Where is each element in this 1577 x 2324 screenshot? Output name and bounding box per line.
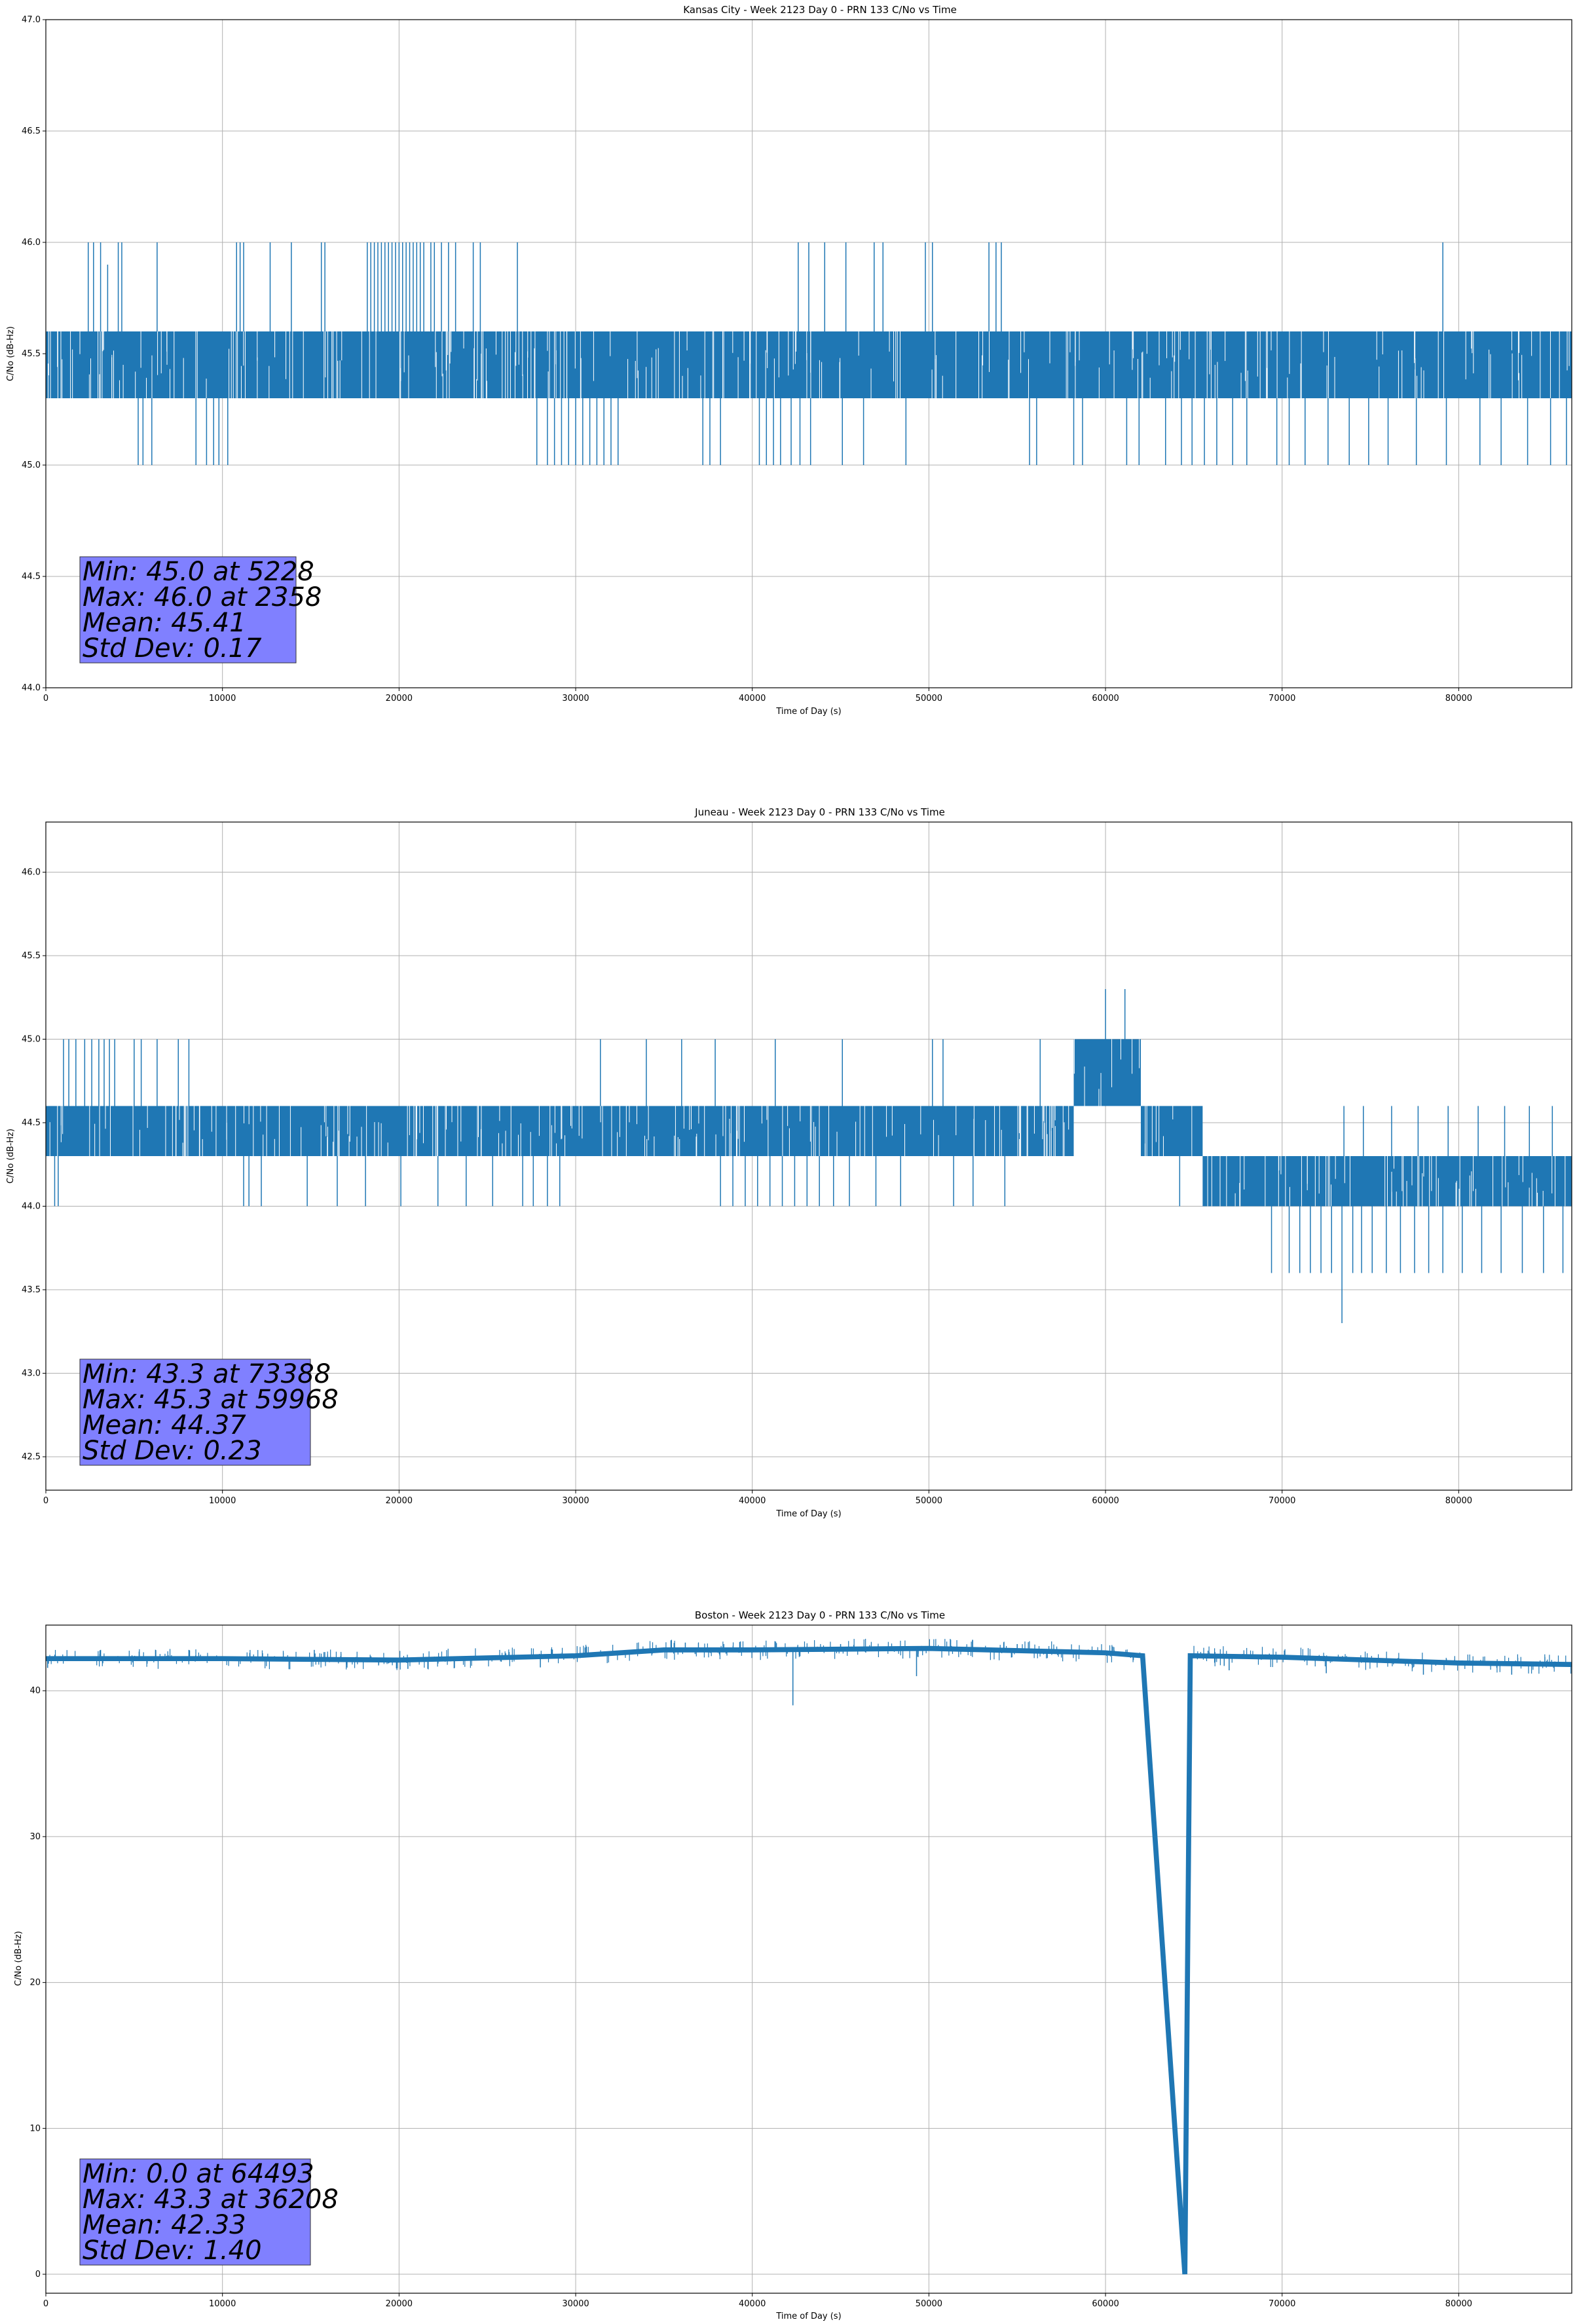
x-axis-ticks: 0 10000 20000 30000 40000 50000 60000 70000 8000… bbox=[43, 688, 1472, 703]
x-axis-label: Time of Day (s) bbox=[775, 2312, 841, 2321]
y-axis-label: C/No (dB-Hz) bbox=[14, 1931, 24, 1986]
stats-box: Min: 0.0 at 64493 Max: 43.3 at 36208 Mea… bbox=[79, 2158, 339, 2266]
data-series bbox=[46, 989, 1572, 1323]
plot-frame bbox=[45, 1624, 1572, 2294]
stats-std: Std Dev: 0.17 bbox=[83, 633, 262, 664]
stats-box: Min: 43.3 at 73388 Max: 45.3 at 59968 Me… bbox=[79, 1359, 339, 1466]
x-tick-label: 20000 bbox=[386, 2299, 413, 2309]
chart-title: Juneau - Week 2123 Day 0 - PRN 133 C/No … bbox=[694, 806, 945, 818]
y-tick-label: 20 bbox=[29, 1978, 41, 1988]
x-tick-label: 30000 bbox=[562, 694, 589, 703]
y-tick-label: 10 bbox=[29, 2124, 41, 2133]
x-tick-label: 60000 bbox=[1092, 694, 1119, 703]
plot-frame bbox=[45, 821, 1572, 1491]
x-tick-label: 30000 bbox=[562, 2299, 589, 2309]
x-tick-label: 50000 bbox=[916, 1496, 942, 1506]
x-tick-label: 80000 bbox=[1445, 2299, 1472, 2309]
y-tick-label: 44.0 bbox=[22, 683, 41, 693]
stats-min: Min: 0.0 at 64493 bbox=[83, 2159, 314, 2189]
x-tick-label: 60000 bbox=[1092, 2299, 1119, 2309]
x-tick-label: 10000 bbox=[209, 694, 236, 703]
y-tick-label: 45.5 bbox=[22, 951, 41, 961]
x-tick-label: 0 bbox=[43, 1496, 48, 1506]
y-axis-label: C/No (dB-Hz) bbox=[6, 1129, 16, 1184]
chart-kansas-city: Kansas City - Week 2123 Day 0 - PRN 133 … bbox=[6, 4, 1572, 717]
y-tick-label: 44.5 bbox=[22, 572, 41, 582]
y-tick-label: 44.0 bbox=[22, 1202, 41, 1212]
y-tick-label: 42.5 bbox=[22, 1452, 41, 1462]
x-axis-label: Time of Day (s) bbox=[775, 707, 841, 717]
y-tick-label: 0 bbox=[35, 2270, 41, 2279]
stats-max: Max: 43.3 at 36208 bbox=[83, 2184, 339, 2215]
y-tick-label: 43.0 bbox=[22, 1369, 41, 1379]
x-tick-label: 70000 bbox=[1269, 1496, 1295, 1506]
y-axis-label: C/No (dB-Hz) bbox=[6, 326, 16, 381]
grid bbox=[45, 1625, 1572, 2293]
y-tick-label: 43.5 bbox=[22, 1285, 41, 1295]
x-tick-label: 0 bbox=[43, 694, 48, 703]
stats-box-background bbox=[79, 1359, 311, 1466]
y-tick-label: 46.5 bbox=[22, 126, 41, 136]
y-tick-label: 45.0 bbox=[22, 460, 41, 470]
x-tick-label: 50000 bbox=[916, 694, 942, 703]
stats-std: Std Dev: 0.23 bbox=[83, 1436, 262, 1466]
stats-mean: Mean: 44.37 bbox=[83, 1410, 246, 1440]
x-tick-label: 40000 bbox=[739, 2299, 766, 2309]
chart-title: Boston - Week 2123 Day 0 - PRN 133 C/No … bbox=[695, 1609, 945, 1621]
stats-box-background bbox=[79, 2158, 311, 2266]
y-tick-label: 45.5 bbox=[22, 349, 41, 359]
y-tick-label: 44.5 bbox=[22, 1118, 41, 1128]
x-tick-label: 70000 bbox=[1269, 2299, 1295, 2309]
series-band bbox=[46, 1106, 1074, 1156]
stats-min: Min: 45.0 at 5228 bbox=[83, 557, 314, 587]
series-band bbox=[1140, 1106, 1203, 1156]
stats-max: Max: 45.3 at 59968 bbox=[83, 1385, 339, 1415]
x-axis-label: Time of Day (s) bbox=[775, 1509, 841, 1519]
stats-min: Min: 43.3 at 73388 bbox=[83, 1359, 331, 1389]
data-series bbox=[46, 1638, 1572, 2275]
y-axis-ticks: 44.0 44.5 45.0 45.5 46.0 46.5 47.0 bbox=[22, 15, 46, 693]
y-tick-label: 46.0 bbox=[22, 238, 41, 248]
y-tick-label: 30 bbox=[29, 1832, 41, 1842]
stats-box: Min: 45.0 at 5228 Max: 46.0 at 2358 Mean… bbox=[79, 556, 322, 664]
x-tick-label: 20000 bbox=[386, 1496, 413, 1506]
x-tick-label: 10000 bbox=[209, 2299, 236, 2309]
x-tick-label: 70000 bbox=[1269, 694, 1295, 703]
x-tick-label: 80000 bbox=[1445, 694, 1472, 703]
x-tick-label: 60000 bbox=[1092, 1496, 1119, 1506]
y-axis-ticks: 42.5 43.0 43.5 44.0 44.5 45.0 45.5 46.0 bbox=[22, 868, 46, 1462]
y-tick-label: 40 bbox=[29, 1686, 41, 1696]
series-band bbox=[1073, 1039, 1141, 1106]
x-tick-label: 30000 bbox=[562, 1496, 589, 1506]
x-tick-label: 40000 bbox=[739, 1496, 766, 1506]
stats-max: Max: 46.0 at 2358 bbox=[83, 582, 322, 612]
stats-mean: Mean: 45.41 bbox=[83, 608, 246, 638]
x-tick-label: 40000 bbox=[739, 694, 766, 703]
stats-box-background bbox=[79, 556, 297, 664]
y-axis-ticks: 0 10 20 30 40 bbox=[29, 1686, 46, 2279]
x-axis-ticks: 0 10000 20000 30000 40000 50000 60000 70000 8000… bbox=[43, 1490, 1472, 1506]
y-tick-label: 47.0 bbox=[22, 15, 41, 25]
x-tick-label: 20000 bbox=[386, 694, 413, 703]
stats-mean: Mean: 42.33 bbox=[83, 2210, 246, 2240]
x-axis-ticks: 0 10000 20000 30000 40000 50000 60000 70000 8000… bbox=[43, 2293, 1472, 2309]
chart-title: Kansas City - Week 2123 Day 0 - PRN 133 … bbox=[683, 4, 957, 16]
data-series bbox=[46, 242, 1572, 465]
y-tick-label: 46.0 bbox=[22, 868, 41, 878]
y-tick-label: 45.0 bbox=[22, 1035, 41, 1045]
chart-boston: Boston - Week 2123 Day 0 - PRN 133 C/No … bbox=[14, 1609, 1572, 2321]
stats-std: Std Dev: 1.40 bbox=[83, 2236, 262, 2266]
chart-juneau: Juneau - Week 2123 Day 0 - PRN 133 C/No … bbox=[6, 806, 1572, 1519]
x-tick-label: 80000 bbox=[1445, 1496, 1472, 1506]
x-tick-label: 0 bbox=[43, 2299, 48, 2309]
x-tick-label: 10000 bbox=[209, 1496, 236, 1506]
series-band bbox=[46, 331, 1572, 398]
x-tick-label: 50000 bbox=[916, 2299, 942, 2309]
